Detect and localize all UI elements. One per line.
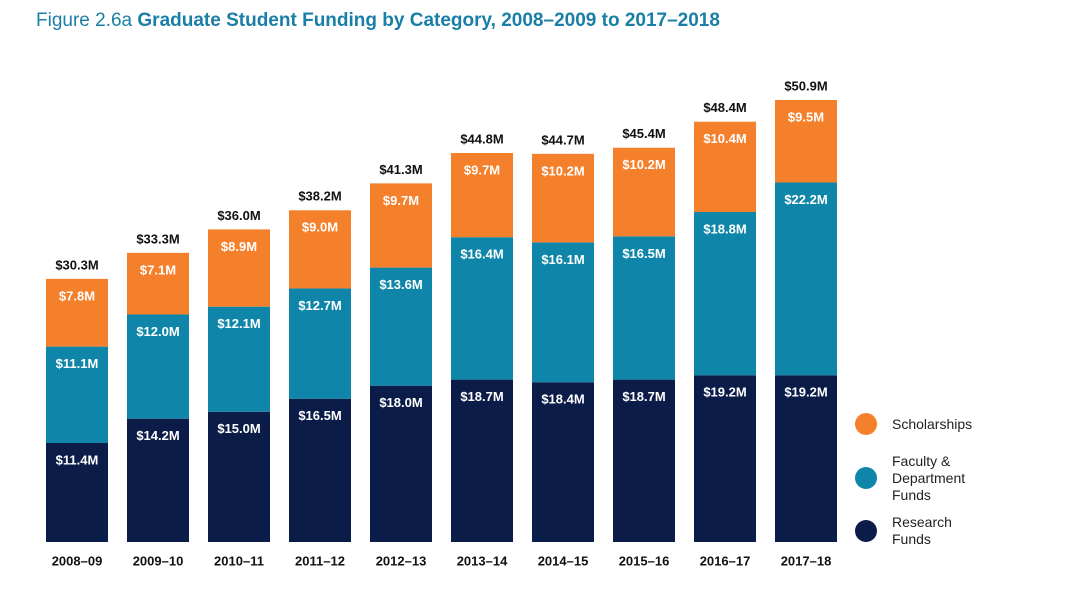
value-label: $16.5M — [298, 408, 341, 423]
bar-segment — [208, 306, 270, 412]
value-label: $9.0M — [302, 220, 338, 235]
legend-label: Faculty & Department Funds — [892, 452, 966, 503]
bar-segment — [613, 379, 675, 542]
bar-segment — [127, 252, 189, 315]
bar-segment — [289, 210, 351, 289]
bar-segment — [127, 314, 189, 419]
bar-segment — [532, 242, 594, 383]
value-label: $11.4M — [56, 452, 99, 467]
bar-segment — [775, 375, 837, 542]
value-label: $19.2M — [784, 385, 827, 400]
value-label: $7.8M — [59, 288, 95, 303]
legend-label: Scholarships — [892, 415, 973, 432]
x-tick-label: 2011–12 — [295, 553, 345, 568]
value-label: $18.7M — [460, 389, 503, 404]
value-label: $12.1M — [217, 316, 260, 331]
total-label: $44.7M — [541, 132, 584, 147]
value-label: $19.2M — [703, 385, 746, 400]
total-label: $30.3M — [55, 257, 98, 272]
value-label: $15.0M — [217, 421, 260, 436]
bar-segment — [694, 212, 756, 376]
x-tick-label: 2016–17 — [700, 553, 751, 568]
chart-title: Figure 2.6a Graduate Student Funding by … — [36, 10, 720, 32]
value-label: $16.4M — [460, 247, 503, 262]
bar-segment — [451, 237, 513, 380]
value-label: $7.1M — [140, 262, 176, 277]
bar-segment — [775, 100, 837, 183]
bar-segment — [46, 278, 108, 347]
value-label: $13.6M — [379, 277, 422, 292]
value-label: $16.1M — [541, 252, 584, 267]
total-label: $36.0M — [217, 208, 260, 223]
value-label: $10.2M — [622, 157, 665, 172]
value-label: $9.7M — [383, 193, 419, 208]
bar-segment — [46, 443, 108, 542]
value-label: $12.7M — [298, 298, 341, 313]
x-tick-label: 2013–14 — [457, 553, 508, 568]
bar-segment — [451, 152, 513, 238]
value-label: $8.9M — [221, 239, 257, 254]
value-label: $10.2M — [541, 163, 584, 178]
legend-label: Research Funds — [892, 514, 952, 547]
title-text: Graduate Student Funding by Category, 20… — [137, 10, 720, 31]
bar-segment — [775, 182, 837, 376]
value-label: $11.1M — [56, 356, 99, 371]
value-label: $9.5M — [788, 109, 824, 124]
total-label: $50.9M — [784, 78, 827, 93]
value-label: $22.2M — [784, 192, 827, 207]
total-label: $33.3M — [136, 231, 179, 246]
bar-segment — [370, 183, 432, 268]
x-tick-label: 2010–11 — [214, 553, 264, 568]
legend-swatch — [855, 467, 877, 489]
total-label: $48.4M — [703, 100, 746, 115]
bar-segment — [208, 411, 270, 542]
bar-segment — [532, 382, 594, 542]
x-tick-label: 2014–15 — [538, 553, 589, 568]
bar-segment — [613, 147, 675, 237]
total-label: $41.3M — [379, 162, 422, 177]
value-label: $14.2M — [136, 428, 179, 443]
x-tick-label: 2017–18 — [781, 553, 832, 568]
bar-segment — [46, 346, 108, 444]
bar-segment — [532, 153, 594, 243]
value-label: $12.0M — [136, 324, 179, 339]
value-label: $18.4M — [541, 392, 584, 407]
bar-segment — [208, 229, 270, 307]
bar-segment — [451, 379, 513, 542]
bar-segment — [370, 267, 432, 386]
bar-segment — [694, 121, 756, 213]
figure-label: Figure 2.6a — [36, 10, 133, 31]
bar-segment — [289, 398, 351, 542]
total-label: $44.8M — [460, 131, 503, 146]
bar-segment — [370, 385, 432, 542]
bar-segment — [613, 236, 675, 380]
value-label: $10.4M — [703, 131, 746, 146]
total-label: $45.4M — [622, 126, 665, 141]
bar-segment — [127, 418, 189, 542]
value-label: $18.0M — [379, 395, 422, 410]
bar-segment — [289, 288, 351, 399]
value-label: $16.5M — [622, 246, 665, 261]
value-label: $18.8M — [703, 221, 746, 236]
value-label: $18.7M — [622, 389, 665, 404]
legend-swatch — [855, 520, 877, 542]
bar-segment — [694, 375, 756, 542]
value-label: $9.7M — [464, 162, 500, 177]
x-tick-label: 2009–10 — [133, 553, 184, 568]
x-tick-label: 2012–13 — [376, 553, 427, 568]
total-label: $38.2M — [298, 189, 341, 204]
x-tick-label: 2008–09 — [52, 553, 103, 568]
x-tick-label: 2015–16 — [619, 553, 670, 568]
legend-swatch — [855, 413, 877, 435]
